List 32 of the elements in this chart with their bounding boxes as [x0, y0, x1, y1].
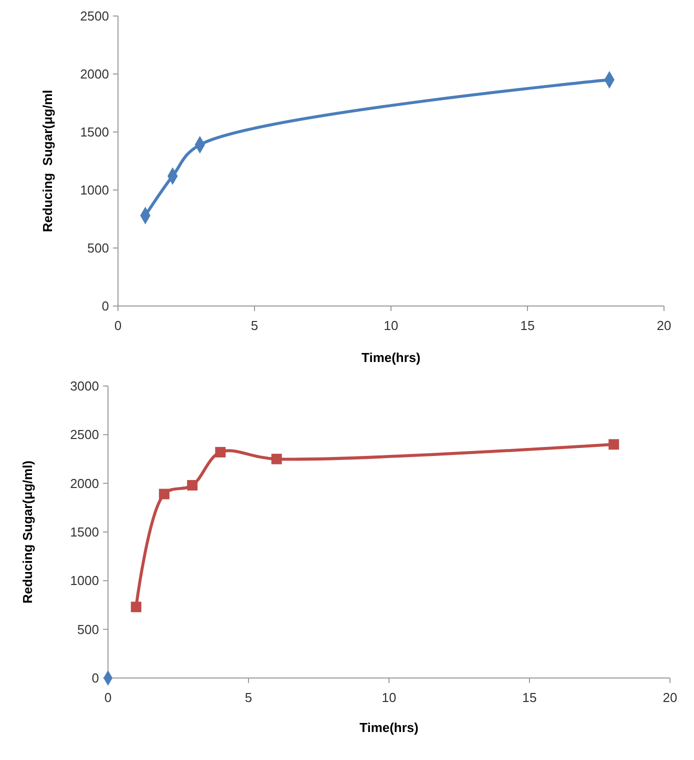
x-tick-label: 15 [520, 318, 535, 333]
point [608, 439, 620, 450]
y-tick-label: 0 [92, 670, 99, 686]
y-tick-label: 500 [87, 240, 109, 256]
point [187, 480, 198, 491]
y-tick-label: 0 [102, 298, 109, 314]
x-tick-label: 10 [382, 690, 396, 705]
x-axis-title: Time(hrs) [362, 350, 420, 365]
y-tick-label: 2500 [70, 427, 99, 442]
point [130, 602, 142, 612]
point [271, 454, 282, 464]
y-tick-label: 500 [77, 622, 99, 637]
y-axis-title: Reducing Sugar(μg/ml) [20, 460, 35, 604]
y-tick-label: 3000 [70, 378, 99, 394]
y-tick-label: 1000 [80, 182, 109, 198]
y-tick-label: 1000 [70, 573, 99, 588]
y-tick-label: 1500 [80, 124, 109, 140]
x-tick-label: 0 [114, 318, 122, 333]
x-tick-label: 20 [656, 318, 672, 333]
x-tick-label: 20 [662, 690, 678, 705]
y-tick-label: 2000 [80, 66, 109, 82]
x-tick-label: 15 [522, 690, 537, 705]
y-tick-label: 1500 [70, 524, 99, 540]
y-axis-title: Reducing Sugar(μg/ml [40, 90, 55, 232]
x-tick-label: 5 [244, 690, 252, 705]
x-axis-title: Time(hrs) [360, 720, 418, 735]
y-tick-label: 2500 [80, 8, 109, 24]
point [215, 446, 226, 458]
x-tick-label: 5 [250, 318, 258, 333]
x-tick-label: 10 [384, 318, 398, 333]
y-tick-label: 2000 [70, 476, 99, 491]
point [158, 488, 170, 500]
